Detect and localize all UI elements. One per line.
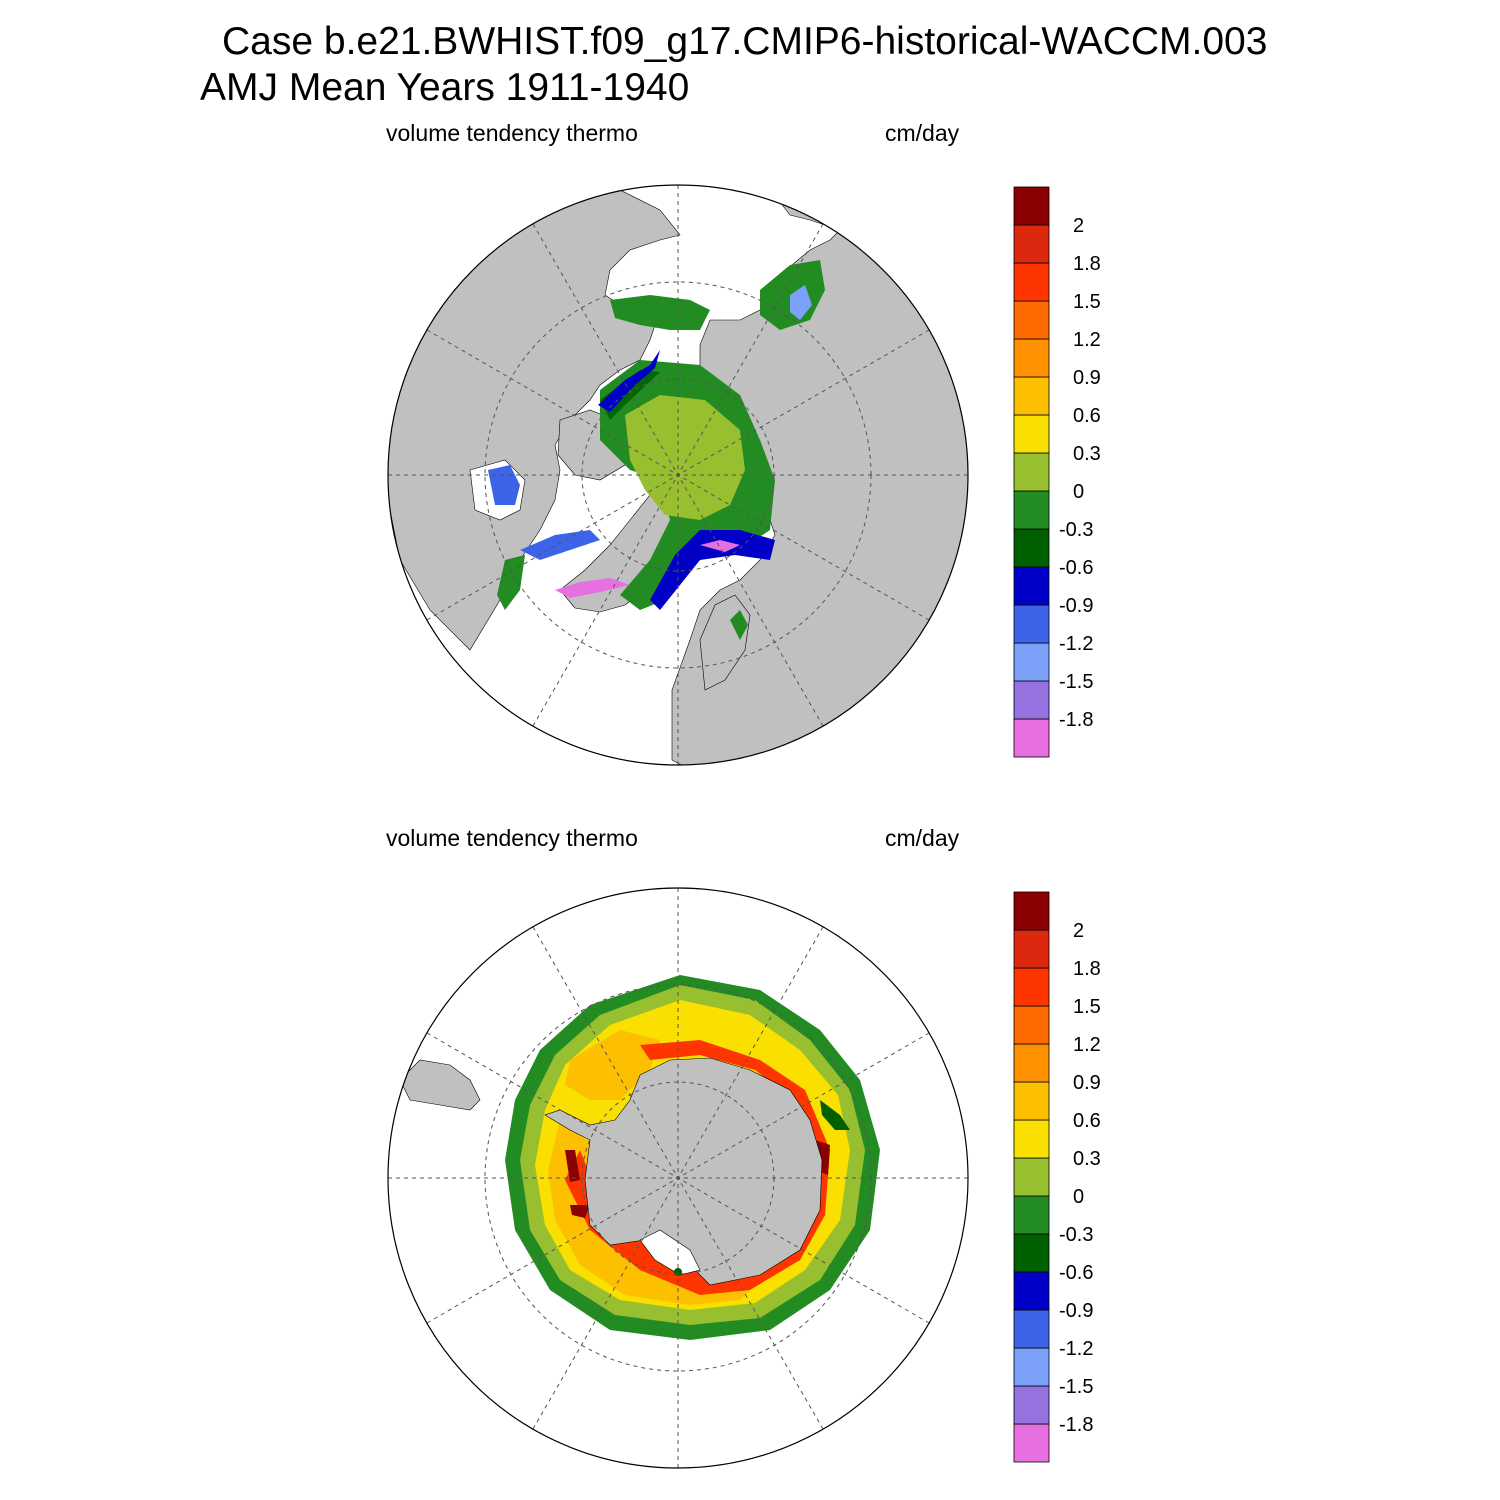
south-colorbar: -1.8 -1.5 -1.2 -0.9 -0.6 -0.3 0 0.3 0.6 0.9 1.2 1.5… [1013, 891, 1101, 1463]
north-colorbar-label: 1.5 [1073, 291, 1101, 313]
north-colorbar-label: 0.6 [1073, 405, 1101, 427]
south-colorbar-label: 1.5 [1073, 996, 1101, 1018]
south-map-border [387, 887, 969, 1469]
north-colorbar-label: -1.5 [1059, 671, 1093, 693]
south-colorbar-box [1013, 1385, 1050, 1425]
north-colorbar-label: 1.2 [1073, 329, 1101, 351]
north-colorbar-box [1013, 224, 1050, 264]
north-colorbar-box [1013, 186, 1050, 226]
north-colorbar-label: -1.8 [1059, 709, 1093, 731]
south-colorbar-label: 0 [1073, 1186, 1084, 1208]
south-colorbar-label: -0.6 [1059, 1262, 1093, 1284]
period-title: AMJ Mean Years 1911-1940 [200, 66, 690, 109]
north-colorbar-box [1013, 300, 1050, 340]
north-colorbar-box [1013, 566, 1050, 606]
north-colorbar-box [1013, 376, 1050, 416]
south-graticule [388, 888, 968, 1468]
south-colorbar-box [1013, 1081, 1050, 1121]
north-colorbar-box [1013, 680, 1050, 720]
north-colorbar-label: 0.3 [1073, 443, 1101, 465]
north-colorbar-box [1013, 414, 1050, 454]
north-colorbar-box [1013, 490, 1050, 530]
north-field-blue-siberia [598, 350, 660, 412]
south-colorbar-box [1013, 1119, 1050, 1159]
south-colorbar-box [1013, 1309, 1050, 1349]
south-colorbar-box [1013, 1005, 1050, 1045]
south-polar-map [387, 887, 969, 1469]
south-colorbar-box [1013, 1157, 1050, 1197]
north-field-blue-okhotsk [790, 285, 812, 320]
south-field-orange-weddell [565, 1030, 660, 1100]
north-colorbar-label: -0.6 [1059, 557, 1093, 579]
south-colorbar-label: 0.9 [1073, 1072, 1101, 1094]
case-title: Case b.e21.BWHIST.f09_g17.CMIP6-historic… [222, 20, 1268, 63]
south-variable-label: volume tendency thermo [386, 825, 638, 851]
north-field-darkgreen-rim [600, 370, 660, 420]
south-colorbar-label: 1.2 [1073, 1034, 1101, 1056]
south-units-label: cm/day [885, 825, 960, 851]
north-colorbar-box [1013, 718, 1050, 758]
south-colorbar-box [1013, 1423, 1050, 1463]
north-colorbar-label: -0.3 [1059, 519, 1093, 541]
south-colorbar-label: 0.3 [1073, 1148, 1101, 1170]
south-colorbar-box [1013, 1271, 1050, 1311]
north-colorbar-box [1013, 452, 1050, 492]
north-colorbar-label: 0 [1073, 481, 1084, 503]
north-field-blue-atlantic [650, 530, 775, 610]
north-field-violet-atlantic [700, 540, 740, 552]
south-colorbar-label: 1.8 [1073, 958, 1101, 980]
north-colorbar-label: -1.2 [1059, 633, 1093, 655]
south-colorbar-box [1013, 929, 1050, 969]
north-colorbar-label: 2 [1073, 215, 1084, 237]
south-colorbar-label: -1.2 [1059, 1338, 1093, 1360]
north-field-blue-baffin [520, 530, 600, 560]
north-field-green-labrador-sea [497, 555, 525, 610]
north-colorbar-label: -0.9 [1059, 595, 1093, 617]
north-variable-label: volume tendency thermo [386, 120, 638, 146]
south-field-darkgreen-east [820, 1100, 850, 1130]
north-field-arctic-center [625, 395, 745, 520]
south-colorbar-box [1013, 1195, 1050, 1235]
north-field-green-baltic [730, 610, 748, 640]
north-graticule [388, 185, 968, 765]
south-land-south-america [399, 1059, 481, 1111]
north-colorbar-label: 0.9 [1073, 367, 1101, 389]
north-field-magenta-labrador [555, 578, 630, 598]
north-colorbar-box [1013, 528, 1050, 568]
north-polar-map [387, 184, 969, 766]
north-colorbar: -1.8 -1.5 -1.2 -0.9 -0.6 -0.3 0 0.3 0.6 0.9 1.2 1.5… [1013, 186, 1101, 758]
north-colorbar-box [1013, 338, 1050, 378]
north-colorbar-box [1013, 642, 1050, 682]
south-colorbar-label: -0.9 [1059, 1300, 1093, 1322]
north-map-border [387, 184, 969, 766]
south-colorbar-label: -1.8 [1059, 1414, 1093, 1436]
south-colorbar-label: -0.3 [1059, 1224, 1093, 1246]
south-colorbar-label: -1.5 [1059, 1376, 1093, 1398]
north-colorbar-box [1013, 604, 1050, 644]
south-colorbar-box [1013, 967, 1050, 1007]
south-colorbar-box [1013, 1043, 1050, 1083]
north-units-label: cm/day [885, 120, 960, 146]
north-colorbar-box [1013, 262, 1050, 302]
south-colorbar-box [1013, 1347, 1050, 1387]
south-colorbar-label: 0.6 [1073, 1110, 1101, 1132]
north-colorbar-label: 1.8 [1073, 253, 1101, 275]
south-colorbar-label: 2 [1073, 920, 1084, 942]
south-colorbar-box [1013, 891, 1050, 931]
north-field-green-bering [610, 295, 710, 330]
south-colorbar-box [1013, 1233, 1050, 1273]
